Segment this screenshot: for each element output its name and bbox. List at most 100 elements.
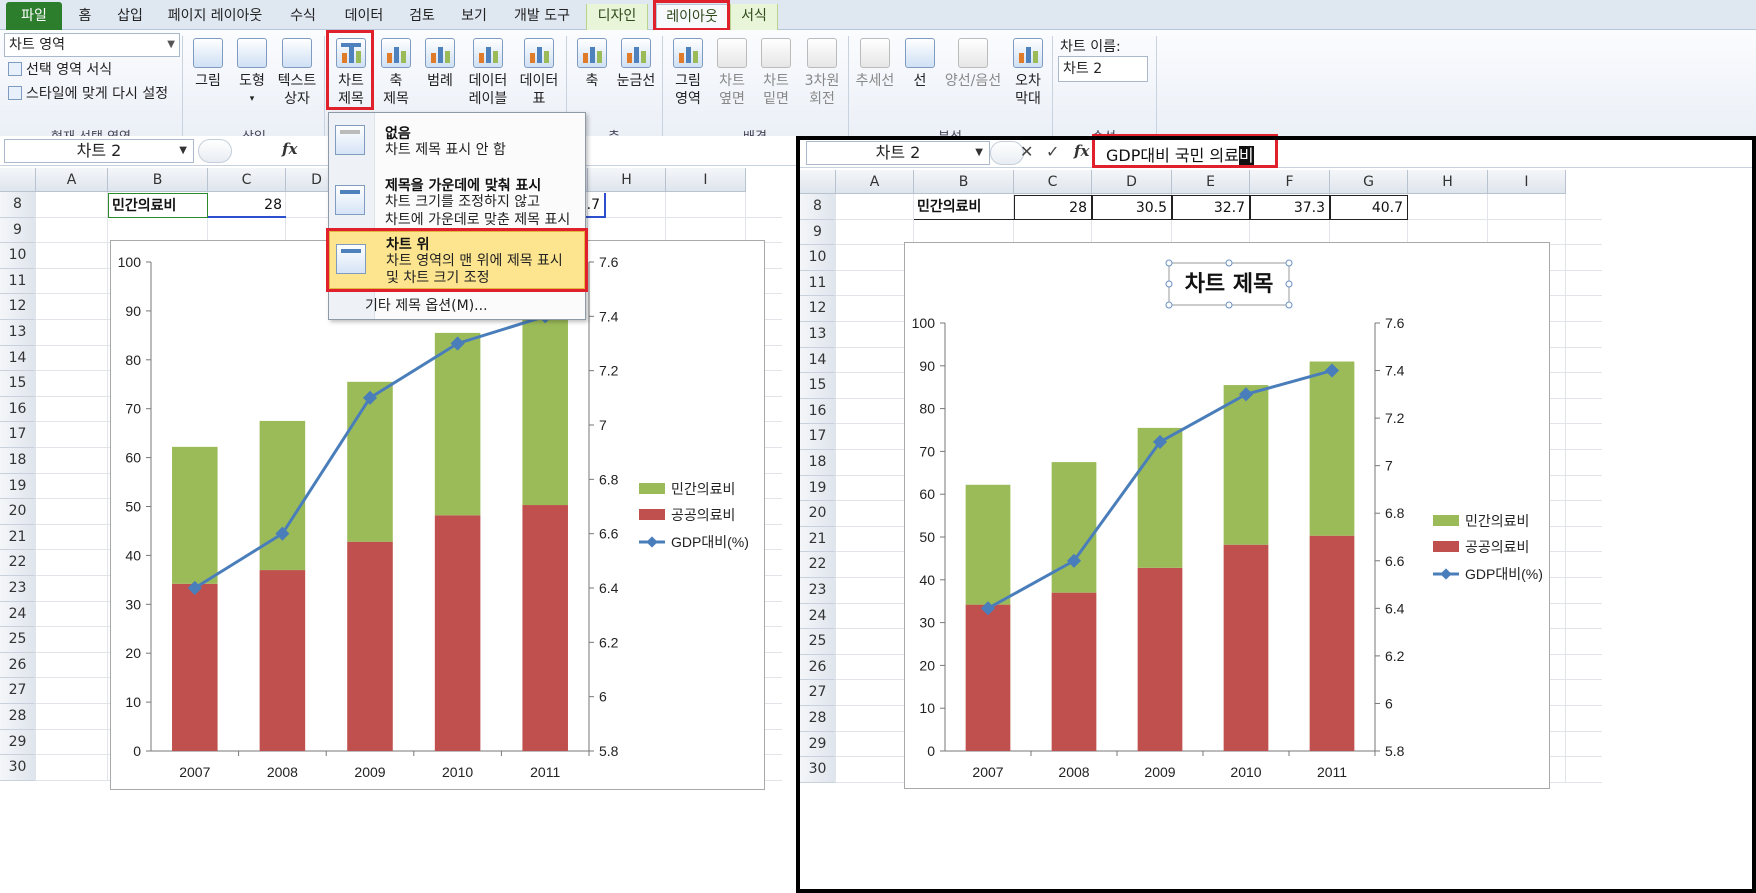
column-header[interactable]: G — [1330, 170, 1408, 194]
tab-file[interactable]: 파일 — [6, 2, 62, 30]
format-selection-button[interactable]: 선택 영역 서식 — [8, 60, 112, 80]
menu-item-above-chart[interactable]: 차트 위 차트 영역의 맨 위에 제목 표시 및 차트 크기 조정 — [329, 231, 585, 289]
row-header[interactable]: 24 — [800, 603, 836, 630]
row-header[interactable]: 14 — [0, 345, 36, 372]
tab-chart-design[interactable]: 디자인 — [586, 4, 648, 30]
row-header[interactable]: 27 — [800, 680, 836, 706]
row-header[interactable]: 28 — [0, 704, 36, 730]
row-header[interactable]: 12 — [800, 296, 836, 322]
legend-button[interactable]: 범례 — [420, 38, 460, 90]
trendline-button[interactable]: 추세선 — [852, 38, 898, 90]
menu-item-more-options[interactable]: 기타 제목 옵션(M)... — [365, 298, 488, 314]
row-header[interactable]: 16 — [800, 398, 836, 425]
error-bars-button[interactable]: 오차 막대 — [1008, 38, 1048, 108]
formula-input[interactable]: GDP대비 국민 의료비 — [1106, 146, 1254, 165]
chart-wall-button[interactable]: 차트 옆면 — [712, 38, 752, 108]
cell-b8[interactable]: 민간의료비 — [914, 195, 1014, 220]
cell-b8[interactable]: 민간의료비 — [108, 193, 208, 218]
chart-title-button[interactable]: 차트 제목 — [330, 38, 372, 108]
row-header[interactable]: 10 — [0, 243, 36, 269]
tab-view[interactable]: 보기 — [461, 8, 487, 24]
menu-item-none[interactable]: 없음 차트 제목 표시 안 함 — [329, 119, 585, 165]
axis-title-button[interactable]: 축 제목 — [376, 38, 416, 108]
row-header[interactable]: 18 — [0, 448, 36, 474]
row-header[interactable]: 30 — [800, 757, 836, 783]
row-header[interactable]: 19 — [0, 473, 36, 500]
insert-function-icon[interactable]: fx — [282, 140, 298, 158]
column-header[interactable]: E — [1172, 170, 1250, 194]
reset-style-button[interactable]: 스타일에 맞게 다시 설정 — [8, 84, 168, 104]
row-header[interactable]: 12 — [0, 294, 36, 320]
name-box[interactable]: 차트 2 ▼ — [4, 139, 194, 163]
row-header[interactable]: 29 — [0, 729, 36, 756]
cell-value[interactable]: 37.3 — [1250, 195, 1330, 220]
row-header[interactable]: 13 — [0, 320, 36, 346]
row-header[interactable]: 25 — [0, 627, 36, 653]
cell-value[interactable]: 40.7 — [1330, 195, 1408, 220]
insert-picture-button[interactable]: 그림 — [188, 38, 228, 90]
column-header[interactable]: F — [1250, 170, 1330, 194]
insert-textbox-button[interactable]: 텍스트 상자 — [274, 38, 320, 108]
tab-formulas[interactable]: 수식 — [290, 8, 316, 24]
column-header[interactable]: H — [1408, 170, 1488, 194]
row-header[interactable]: 23 — [0, 576, 36, 602]
row-header[interactable]: 13 — [800, 322, 836, 348]
axes-button[interactable]: 축 — [572, 38, 612, 90]
cell-value[interactable]: 32.7 — [1172, 195, 1250, 220]
column-header[interactable]: A — [36, 168, 108, 192]
menu-item-centered-overlay[interactable]: 제목을 가운데에 맞춰 표시 차트 크기를 조정하지 않고 차트에 가운데로 맞… — [329, 173, 585, 233]
select-all-corner[interactable] — [0, 168, 36, 192]
tab-chart-layout[interactable]: 레이아웃 — [656, 4, 728, 30]
select-all-corner[interactable] — [800, 170, 836, 194]
cancel-icon[interactable]: ✕ — [1020, 142, 1034, 161]
row-header[interactable]: 20 — [0, 499, 36, 525]
tab-developer[interactable]: 개발 도구 — [514, 8, 570, 24]
row-header[interactable]: 10 — [800, 245, 836, 271]
row-header[interactable]: 15 — [0, 371, 36, 397]
chart-floor-button[interactable]: 차트 밑면 — [756, 38, 796, 108]
row-header[interactable]: 14 — [800, 347, 836, 374]
row-header[interactable]: 11 — [0, 268, 36, 295]
cell-c8[interactable]: 28 — [208, 193, 286, 218]
column-header[interactable]: B — [914, 170, 1014, 194]
row-header[interactable]: 27 — [0, 678, 36, 704]
row-header[interactable]: 26 — [0, 652, 36, 679]
insert-function-icon[interactable]: fx — [1074, 142, 1090, 160]
row-header[interactable]: 21 — [800, 526, 836, 553]
row-header[interactable]: 9 — [0, 217, 36, 244]
chart-right[interactable]: 0 10 20 30 40 50 60 70 80 90 100 5.8 6 6.2 6.4 6.6 6.8 7 7… — [904, 242, 1550, 789]
row-header[interactable]: 22 — [0, 550, 36, 576]
row-header[interactable]: 25 — [800, 629, 836, 655]
row-header[interactable]: 17 — [800, 424, 836, 450]
column-header[interactable]: C — [208, 168, 286, 192]
column-header[interactable]: I — [1488, 170, 1566, 194]
data-labels-button[interactable]: 데이터 레이블 — [464, 38, 512, 108]
updown-bars-button[interactable]: 양선/음선 — [940, 38, 1006, 90]
row-header[interactable]: 8 — [0, 192, 36, 218]
row-header[interactable]: 22 — [800, 552, 836, 578]
row-header[interactable]: 16 — [0, 396, 36, 423]
row-header[interactable]: 20 — [800, 501, 836, 527]
chart-name-input[interactable]: 차트 2 — [1058, 56, 1148, 82]
tab-review[interactable]: 검토 — [409, 8, 435, 24]
row-header[interactable]: 28 — [800, 706, 836, 732]
cell-value[interactable]: 28 — [1014, 195, 1092, 220]
plot-area-button[interactable]: 그림 영역 — [668, 38, 708, 108]
column-header[interactable]: C — [1014, 170, 1092, 194]
enter-icon[interactable]: ✓ — [1046, 142, 1060, 161]
name-box[interactable]: 차트 2 ▼ — [806, 141, 990, 165]
tab-page-layout[interactable]: 페이지 레이아웃 — [167, 8, 263, 24]
column-header[interactable]: D — [1092, 170, 1172, 194]
cell-value[interactable]: 30.5 — [1092, 195, 1172, 220]
row-header[interactable]: 17 — [0, 422, 36, 448]
row-header[interactable]: 26 — [800, 654, 836, 681]
row-header[interactable]: 23 — [800, 578, 836, 604]
tab-chart-format[interactable]: 서식 — [730, 4, 778, 30]
row-header[interactable]: 21 — [0, 524, 36, 551]
row-header[interactable]: 15 — [800, 373, 836, 399]
row-header[interactable]: 8 — [800, 194, 836, 220]
lines-button[interactable]: 선 — [902, 38, 938, 90]
row-header[interactable]: 11 — [800, 270, 836, 297]
row-header[interactable]: 29 — [800, 731, 836, 758]
column-header[interactable]: I — [666, 168, 746, 192]
